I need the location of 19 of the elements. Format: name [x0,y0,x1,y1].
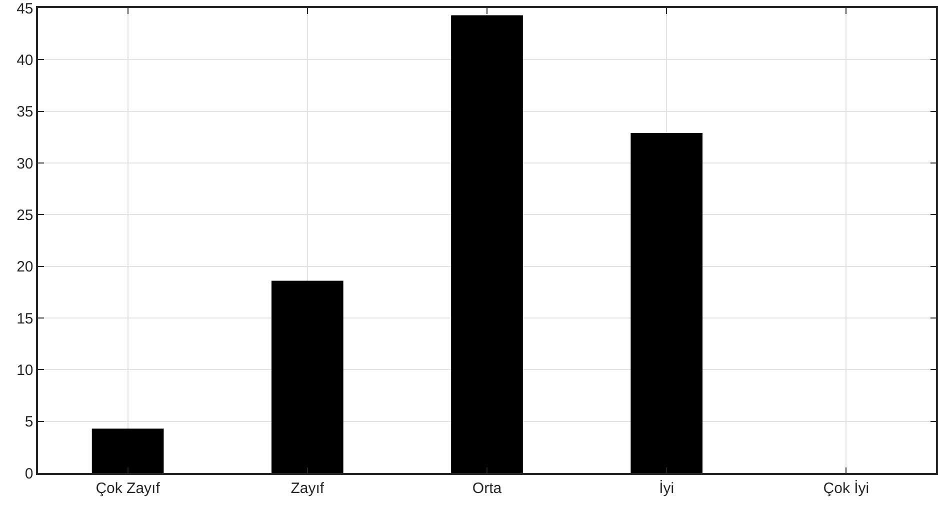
x-tick-label: Çok Zayıf [96,480,161,497]
bar [271,280,344,473]
y-tick-label: 40 [16,52,34,69]
bar [451,15,523,473]
y-tick-label: 20 [16,258,34,276]
x-tick-label: İyi [659,478,674,497]
x-tick-label: Zayıf [290,480,325,497]
y-tick-label: 35 [16,104,34,121]
y-tick-label: 5 [24,414,34,431]
x-tick-label: Çok İyi [823,478,870,497]
bar [630,133,703,473]
y-tick-label: 0 [24,465,34,482]
y-tick-label: 25 [16,206,34,224]
bar [92,428,164,473]
y-tick-label: 15 [16,310,34,328]
y-tick-label: 30 [16,155,34,172]
y-tick-label: 10 [16,362,34,379]
y-tick-label: 45 [16,0,34,18]
x-tick-label: Orta [472,480,502,497]
